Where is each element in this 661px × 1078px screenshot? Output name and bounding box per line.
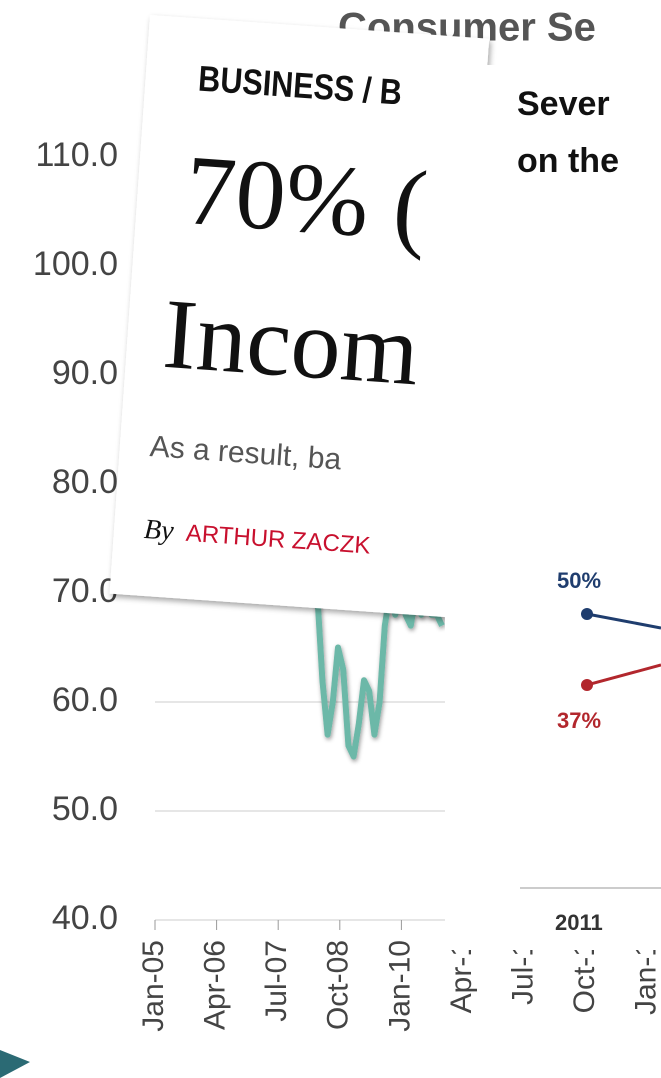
corner-icon [0,1050,30,1078]
x-tick-label: Oct-08 [322,940,355,1030]
data-label: 50% [557,568,601,593]
x-tick-label: Jul-07 [260,940,293,1022]
panel-title: Sever [517,85,610,123]
x-tick-label: Jan-1 [630,940,661,1015]
panel-title: on the [517,142,619,180]
x-tick-label: Apr-06 [199,940,232,1030]
x-tick-label: Apr-1 [445,940,478,1013]
y-tick-label: 70.0 [52,572,118,610]
y-tick-label: 80.0 [52,463,118,501]
y-tick-label: 40.0 [52,899,118,937]
panel-bg [445,65,661,950]
data-point [581,679,593,691]
byline: By [143,514,175,547]
y-tick-label: 60.0 [52,681,118,719]
y-tick-label: 110.0 [35,136,118,174]
headline: 70% ( [182,134,431,262]
x-tick-label: Jan-05 [137,940,170,1032]
headline: Incom [160,278,423,407]
data-label: 37% [557,708,601,733]
data-point [581,608,593,620]
x-tick-label: Oct-1 [568,940,601,1013]
x-tick-label: Jan-10 [383,940,416,1032]
y-tick-label: 100.0 [33,245,118,283]
article-clipping: BUSINESS / B 70% ( Incom As a result, ba… [110,15,490,617]
y-tick-label: 90.0 [52,354,118,392]
year-label: 2011 [555,910,603,935]
pew-panel: Sever on the 2011 50% 37% [445,65,661,950]
collage: Consumer Se 40.050.060.070.080.090.0100.… [0,0,661,1078]
y-tick-label: 50.0 [52,790,118,828]
